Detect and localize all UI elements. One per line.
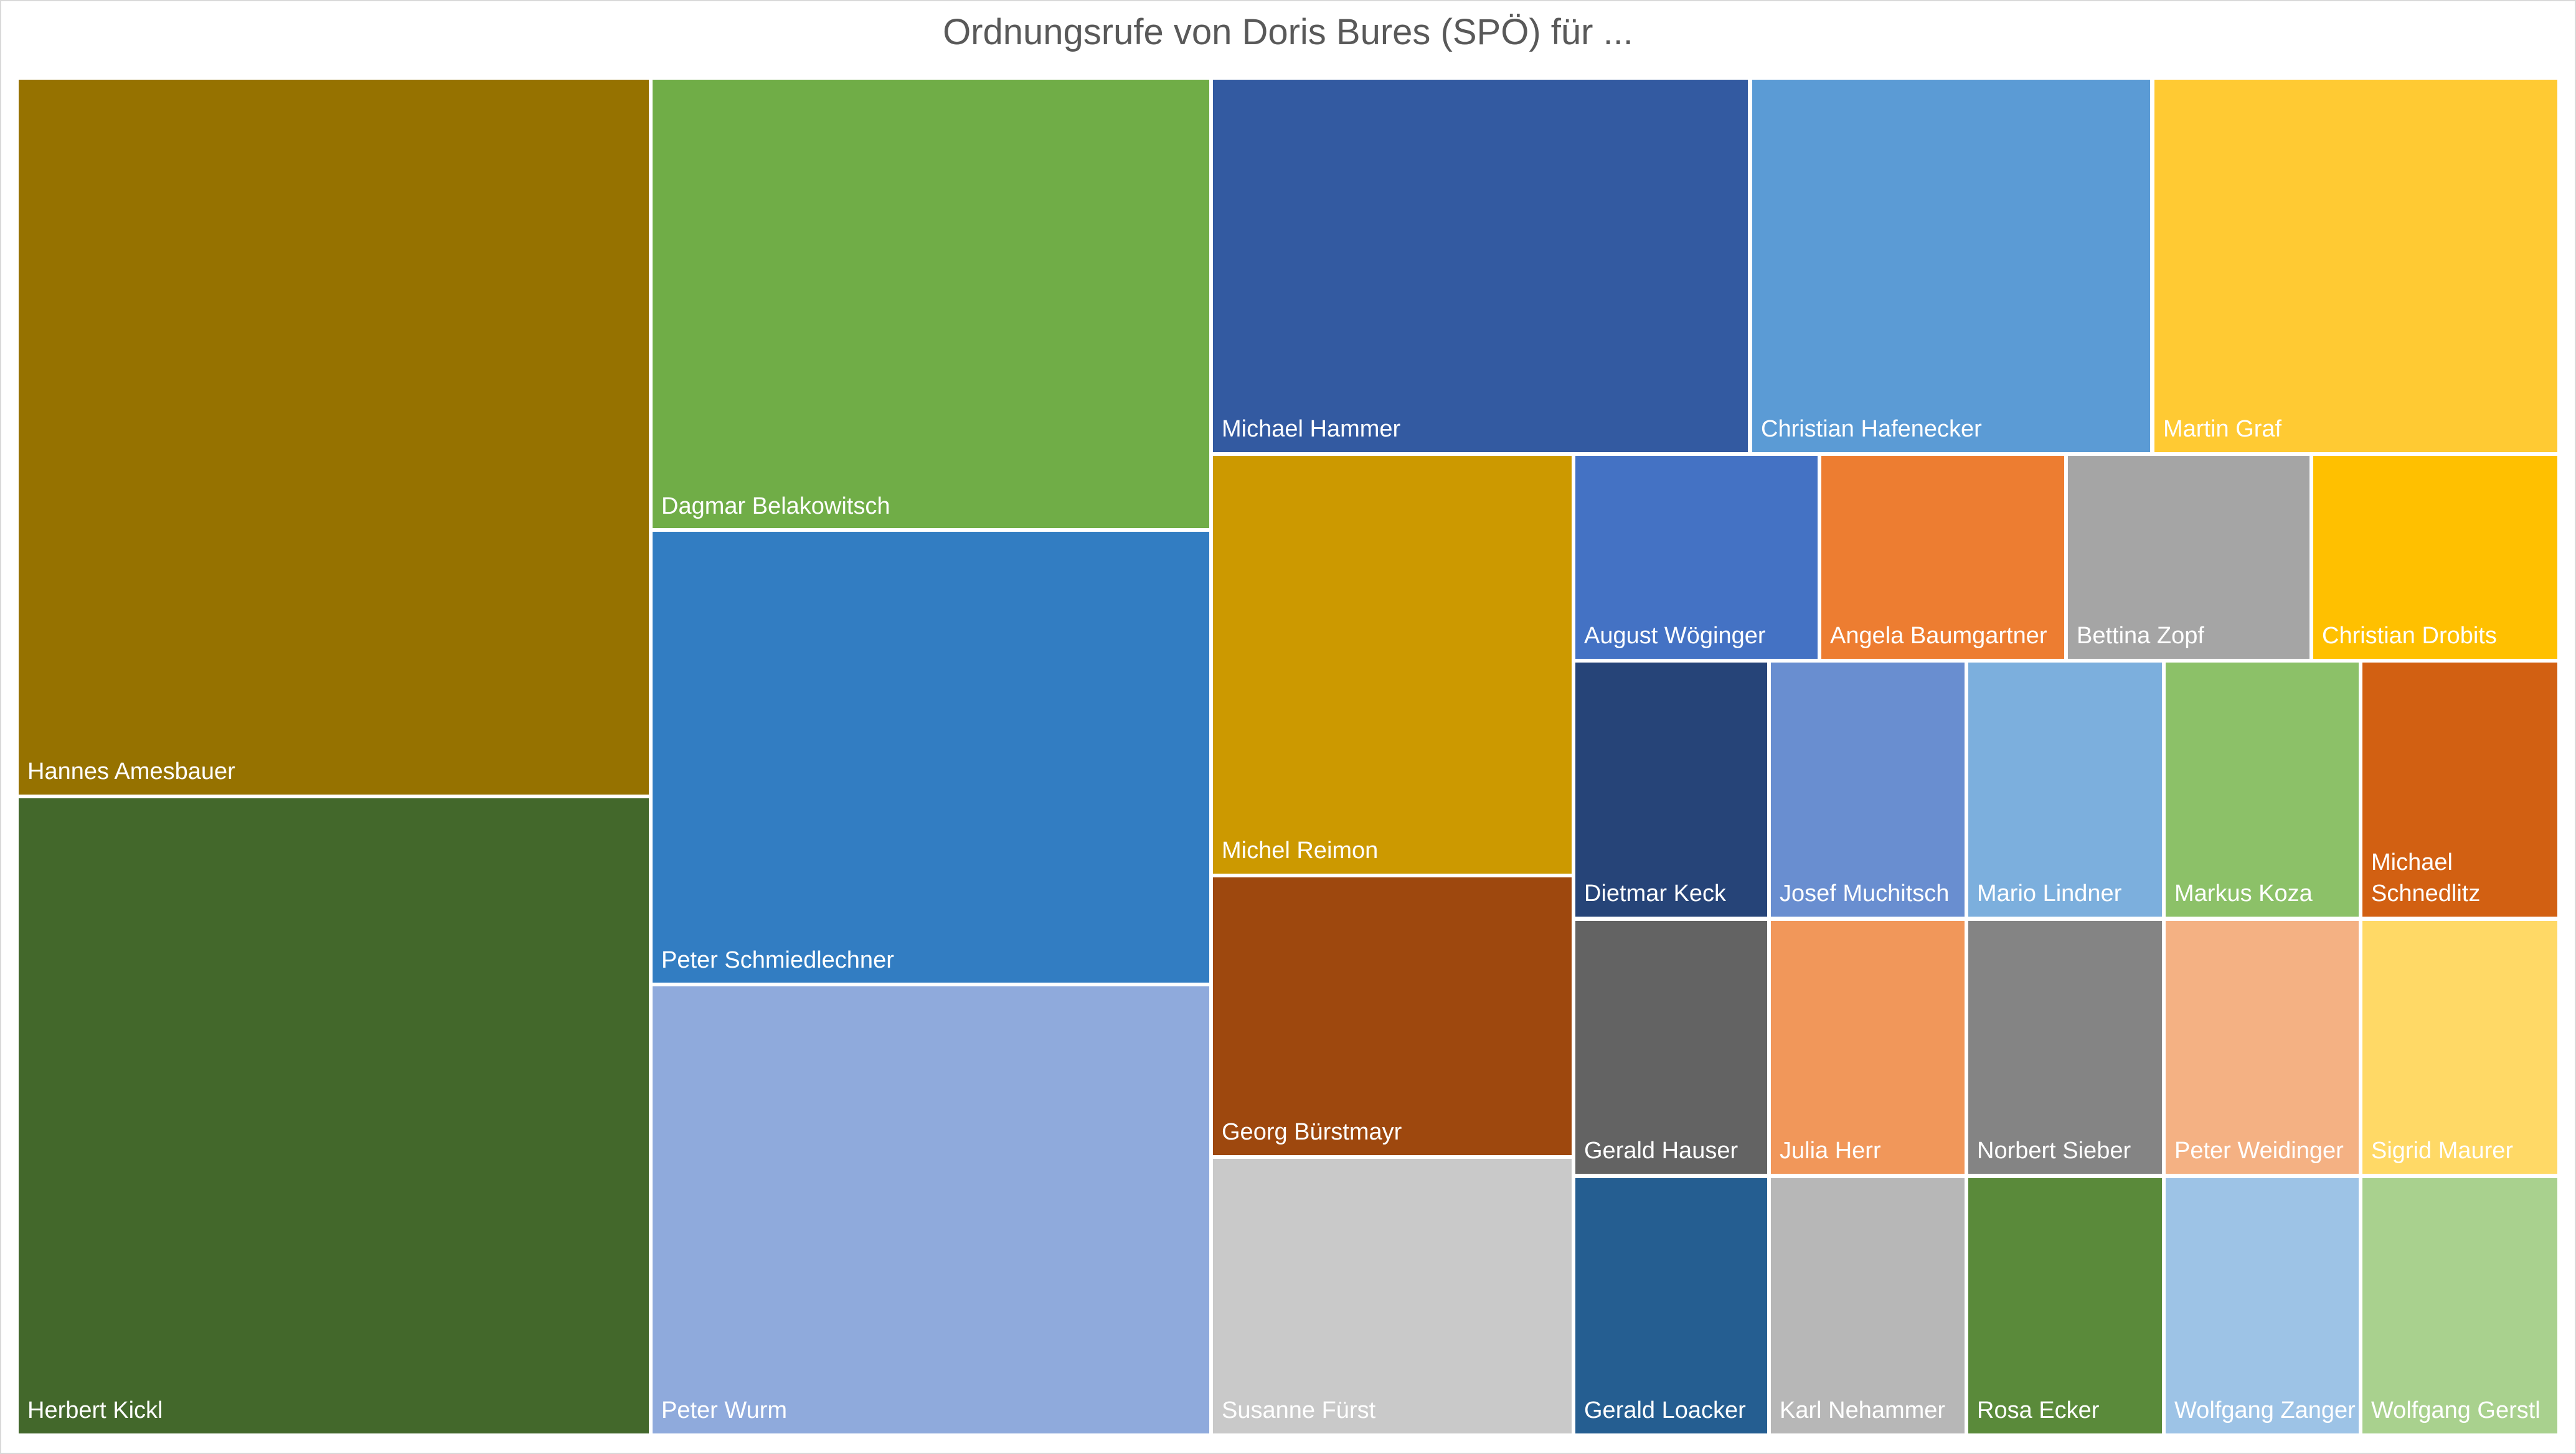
- tile-michael-schnedlitz: Michael Schnedlitz: [2359, 659, 2561, 920]
- tile-label-bettina-zopf: Bettina Zopf: [2077, 623, 2204, 649]
- tile-dietmar-keck: Dietmar Keck: [1572, 659, 1776, 920]
- tile-label-michael-hammer: Michael Hammer: [1222, 416, 1401, 442]
- tile-label-julia-herr: Julia Herr: [1780, 1138, 1881, 1164]
- tile-august-woeginger: August Wöginger: [1572, 452, 1824, 663]
- tile-label-sigrid-maurer: Sigrid Maurer: [2371, 1138, 2514, 1164]
- tile-label-georg-buerstmayr: Georg Bürstmayr: [1222, 1119, 1402, 1145]
- tile-label-august-woeginger: August Wöginger: [1584, 623, 1766, 649]
- tile-mario-lindner: Mario Lindner: [1965, 659, 2169, 920]
- chart-title: Ordnungsrufe von Doris Bures (SPÖ) für .…: [943, 12, 1633, 52]
- tile-julia-herr: Julia Herr: [1767, 917, 1971, 1178]
- tile-label-michel-reimon: Michel Reimon: [1222, 838, 1379, 864]
- tile-georg-buerstmayr: Georg Bürstmayr: [1209, 874, 1578, 1159]
- tile-label-christian-hafenecker: Christian Hafenecker: [1761, 416, 1982, 442]
- tile-herbert-kickl: Herbert Kickl: [15, 795, 653, 1437]
- tile-rosa-ecker: Rosa Ecker: [1965, 1174, 2169, 1437]
- tile-norbert-sieber: Norbert Sieber: [1965, 917, 2169, 1178]
- tile-sigrid-maurer: Sigrid Maurer: [2359, 917, 2561, 1178]
- tile-label-norbert-sieber: Norbert Sieber: [1977, 1138, 2131, 1164]
- tile-label-markus-koza: Markus Koza: [2174, 880, 2313, 907]
- tile-christian-hafenecker: Christian Hafenecker: [1748, 76, 2154, 456]
- tile-label-peter-weidinger: Peter Weidinger: [2174, 1138, 2344, 1164]
- tile-label-mario-lindner: Mario Lindner: [1977, 880, 2122, 907]
- tile-susanne-fuerst: Susanne Fürst: [1209, 1155, 1578, 1437]
- tile-label-susanne-fuerst: Susanne Fürst: [1222, 1397, 1376, 1423]
- tile-label-gerald-loacker: Gerald Loacker: [1584, 1397, 1746, 1423]
- tile-label-wolfgang-gerstl: Wolfgang Gerstl: [2371, 1397, 2541, 1423]
- tile-label-christian-drobits: Christian Drobits: [2322, 623, 2497, 649]
- tile-label-peter-wurm: Peter Wurm: [661, 1397, 788, 1423]
- tile-label-wolfgang-zanger: Wolfgang Zanger: [2174, 1397, 2356, 1423]
- tile-angela-baumgartner: Angela Baumgartner: [1818, 452, 2071, 663]
- tile-label-martin-graf: Martin Graf: [2163, 416, 2282, 442]
- tile-label-dietmar-keck: Dietmar Keck: [1584, 880, 1727, 907]
- tile-christian-drobits: Christian Drobits: [2309, 452, 2561, 663]
- tile-dagmar-belakowitsch: Dagmar Belakowitsch: [649, 76, 1213, 533]
- tile-label-herbert-kickl: Herbert Kickl: [27, 1397, 163, 1423]
- tile-hannes-amesbauer: Hannes Amesbauer: [15, 76, 653, 798]
- tile-label-josef-muchitsch: Josef Muchitsch: [1780, 880, 1950, 907]
- tile-markus-koza: Markus Koza: [2162, 659, 2366, 920]
- tile-label-hannes-amesbauer: Hannes Amesbauer: [27, 758, 235, 785]
- tile-label-peter-schmiedlechner: Peter Schmiedlechner: [661, 947, 894, 973]
- tile-wolfgang-zanger: Wolfgang Zanger: [2162, 1174, 2366, 1437]
- tile-peter-weidinger: Peter Weidinger: [2162, 917, 2366, 1178]
- tile-martin-graf: Martin Graf: [2151, 76, 2561, 456]
- tile-label-karl-nehammer: Karl Nehammer: [1780, 1397, 1946, 1423]
- tile-bettina-zopf: Bettina Zopf: [2064, 452, 2314, 663]
- tile-peter-wurm: Peter Wurm: [649, 983, 1213, 1437]
- tile-michel-reimon: Michel Reimon: [1209, 452, 1578, 877]
- tile-gerald-hauser: Gerald Hauser: [1572, 917, 1776, 1178]
- tile-gerald-loacker: Gerald Loacker: [1572, 1174, 1776, 1437]
- tile-michael-hammer: Michael Hammer: [1209, 76, 1752, 456]
- tile-karl-nehammer: Karl Nehammer: [1767, 1174, 1971, 1437]
- tile-label-rosa-ecker: Rosa Ecker: [1977, 1397, 2100, 1423]
- tile-label-angela-baumgartner: Angela Baumgartner: [1830, 623, 2047, 649]
- tile-josef-muchitsch: Josef Muchitsch: [1767, 659, 1971, 920]
- tile-peter-schmiedlechner: Peter Schmiedlechner: [649, 528, 1213, 987]
- tile-wolfgang-gerstl: Wolfgang Gerstl: [2359, 1174, 2561, 1437]
- tile-label-gerald-hauser: Gerald Hauser: [1584, 1138, 1739, 1164]
- tile-label-dagmar-belakowitsch: Dagmar Belakowitsch: [661, 493, 890, 519]
- tile-label-michael-schnedlitz: Michael Schnedlitz: [2371, 849, 2481, 907]
